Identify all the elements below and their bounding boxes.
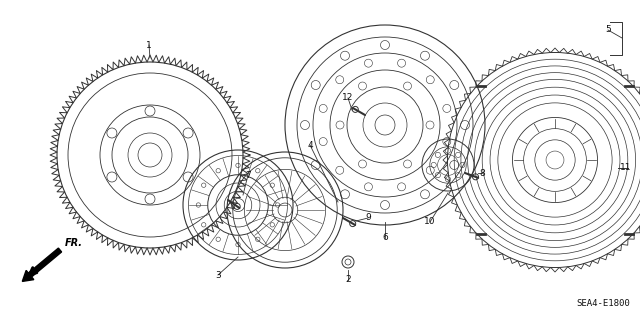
Text: 5: 5	[605, 26, 611, 34]
Text: 7: 7	[245, 170, 251, 180]
Text: 11: 11	[620, 164, 632, 173]
Text: 4: 4	[307, 140, 313, 150]
Text: 1: 1	[146, 41, 152, 49]
Text: 3: 3	[215, 271, 221, 279]
Text: 10: 10	[424, 218, 436, 226]
Text: 9: 9	[365, 213, 371, 222]
Text: 6: 6	[382, 234, 388, 242]
Text: 8: 8	[479, 168, 485, 177]
Text: SEA4-E1800: SEA4-E1800	[576, 299, 630, 308]
Text: 12: 12	[342, 93, 354, 102]
Text: FR.: FR.	[65, 238, 83, 248]
FancyArrow shape	[22, 248, 61, 281]
Text: 2: 2	[345, 276, 351, 285]
